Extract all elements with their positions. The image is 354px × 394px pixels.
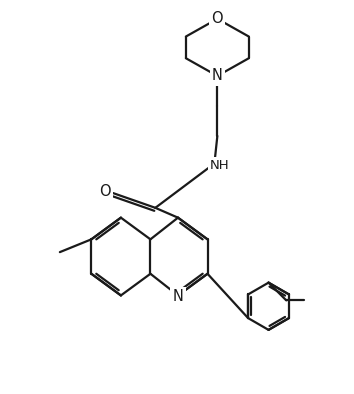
Text: NH: NH <box>210 159 229 172</box>
Text: N: N <box>212 69 223 84</box>
Text: N: N <box>172 289 183 304</box>
Text: O: O <box>212 11 223 26</box>
Text: O: O <box>99 184 111 199</box>
